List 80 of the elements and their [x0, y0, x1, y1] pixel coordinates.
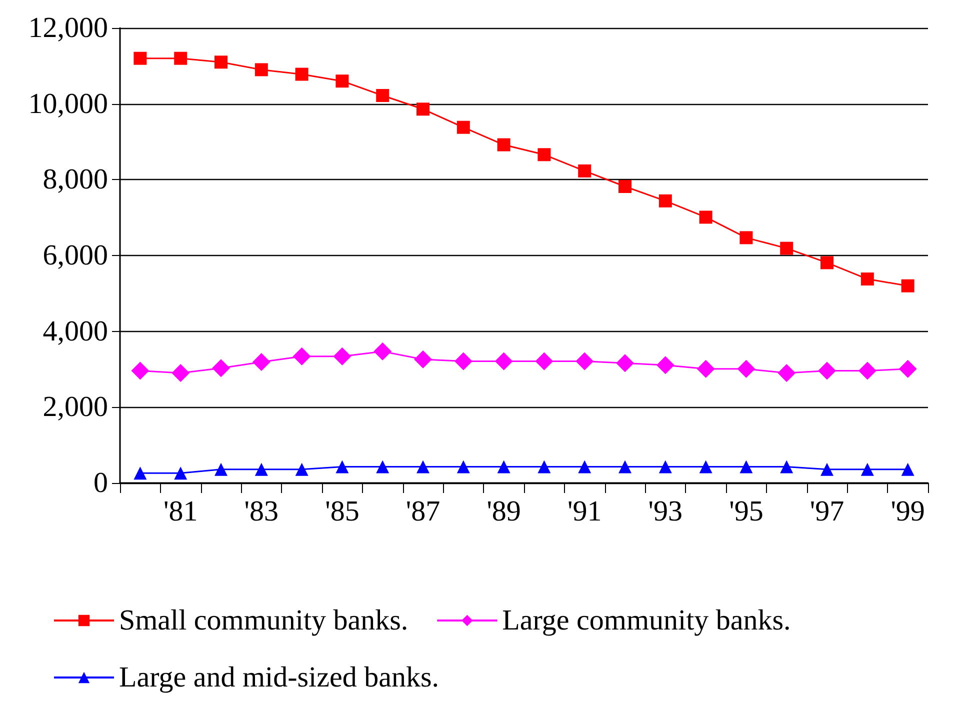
point	[454, 352, 472, 370]
point	[212, 359, 230, 378]
point	[254, 63, 268, 76]
point	[497, 138, 510, 152]
x-tick-label: '91	[567, 496, 602, 528]
point	[497, 460, 510, 474]
y-tick-label: 12,000	[28, 12, 108, 44]
point	[656, 356, 674, 374]
x-tick-label: '81	[163, 496, 198, 528]
point	[658, 460, 672, 474]
point	[860, 462, 874, 476]
point	[134, 52, 147, 65]
point	[576, 352, 594, 370]
point	[172, 364, 190, 382]
point	[898, 360, 917, 378]
point	[538, 148, 551, 162]
legend-label: Large and mid-sized banks.	[119, 662, 439, 694]
x-tick-label: '99	[890, 496, 925, 528]
point	[376, 460, 390, 474]
y-tick-label: 6,000	[42, 240, 108, 272]
point	[818, 362, 836, 380]
point	[131, 362, 150, 380]
point	[901, 279, 914, 292]
x-tick-label: '97	[810, 496, 844, 528]
point	[618, 460, 632, 474]
point	[252, 353, 270, 372]
point	[618, 180, 632, 193]
point	[578, 460, 592, 474]
point	[860, 272, 874, 286]
point	[456, 460, 470, 474]
point	[778, 364, 796, 382]
legend-label: Small community banks.	[119, 604, 408, 636]
point	[494, 352, 513, 370]
point	[740, 231, 753, 244]
y-tick-label: 4,000	[42, 315, 108, 348]
point	[416, 460, 430, 474]
point	[292, 347, 311, 366]
y-tick-label: 8,000	[42, 164, 108, 196]
point	[214, 56, 228, 69]
point	[780, 460, 794, 474]
x-tick-label: '85	[325, 496, 360, 528]
point	[414, 350, 432, 368]
point	[578, 164, 592, 178]
point	[214, 462, 228, 476]
point	[820, 462, 834, 476]
point	[740, 460, 753, 474]
point	[254, 462, 268, 476]
y-tick-label: 0	[94, 467, 108, 499]
point	[696, 360, 715, 378]
point	[134, 466, 147, 480]
x-tick-label: '87	[406, 496, 440, 528]
point	[295, 462, 308, 476]
x-tick-label: '93	[648, 496, 683, 528]
y-tick-label: 2,000	[42, 391, 108, 424]
x-tick-label: '95	[729, 496, 764, 528]
point	[535, 352, 554, 370]
point	[174, 466, 188, 480]
point	[616, 354, 634, 372]
point	[374, 342, 392, 360]
point	[820, 256, 834, 270]
y-tick-label: 10,000	[28, 88, 108, 120]
point	[456, 120, 470, 134]
x-tick-label: '83	[244, 496, 279, 528]
point	[376, 88, 390, 102]
x-tick-label: '89	[486, 496, 521, 528]
point	[699, 210, 712, 224]
point	[333, 347, 352, 366]
point	[174, 52, 188, 65]
point	[658, 194, 672, 208]
point	[780, 242, 794, 255]
point	[737, 360, 756, 378]
point	[901, 462, 914, 476]
point	[336, 460, 349, 474]
point	[858, 362, 876, 380]
point	[538, 460, 551, 474]
legend-label: Large community banks.	[502, 604, 791, 636]
point	[295, 68, 308, 81]
point	[699, 460, 712, 474]
point	[336, 74, 349, 88]
point	[416, 102, 430, 116]
